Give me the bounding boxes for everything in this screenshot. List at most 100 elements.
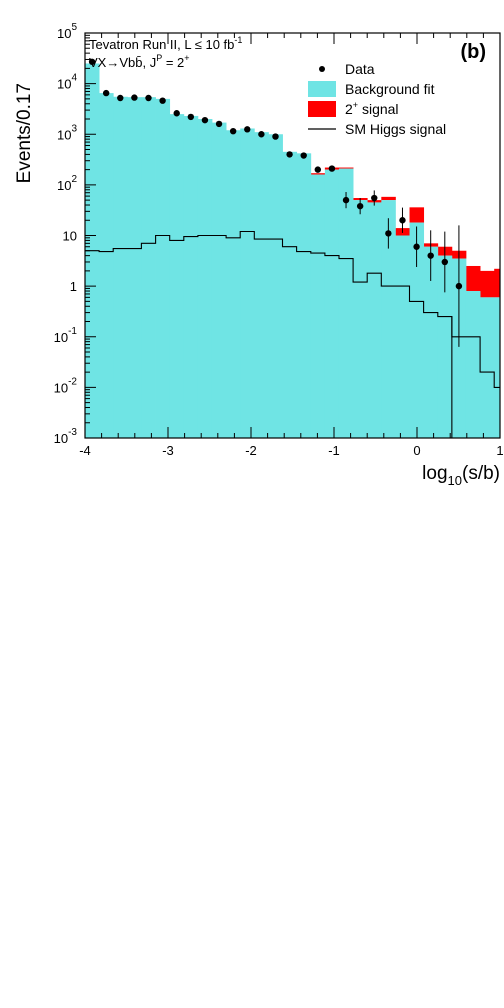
y-tick-label: 103: [57, 123, 77, 142]
data-point: [258, 131, 265, 138]
background-bar: [367, 202, 382, 438]
chart-panel: -4 -3 -2 -1 0 110-310-210-1110102103104105Eve…: [14, 22, 504, 488]
background-bar: [353, 200, 368, 438]
data-point: [455, 282, 463, 290]
info-line-2: VX→Vbb̄, JP = 2+: [89, 53, 190, 70]
x-tick-label: -2: [245, 443, 257, 458]
background-bar: [113, 96, 128, 438]
background-bar: [338, 168, 354, 438]
y-tick-base: 10: [57, 127, 71, 142]
background-bar: [381, 200, 396, 438]
y-tick-label: 10-3: [54, 427, 78, 446]
background-bar: [282, 151, 298, 438]
y-axis-title: Events/0.17: [14, 83, 35, 183]
y-tick-exp: -1: [68, 326, 77, 337]
legend-label-sup: +: [353, 100, 358, 110]
legend-swatch: [308, 101, 336, 117]
background-bar: [494, 297, 500, 438]
data-point: [215, 120, 223, 128]
data-point: [427, 252, 434, 259]
info-line-1-text: Tevatron Run II, L ≤ 10 fb: [89, 37, 234, 52]
y-tick-label: 1: [70, 279, 77, 294]
legend-swatch: [308, 81, 336, 97]
legend-label-tail: signal: [358, 101, 398, 117]
background-bar: [451, 258, 467, 438]
background-bar: [296, 153, 312, 438]
y-tick-base: 10: [63, 229, 77, 244]
background-bar: [226, 130, 241, 438]
background-bar: [437, 255, 453, 438]
data-point: [187, 113, 195, 121]
legend-label: Background fit: [345, 81, 435, 97]
data-point: [145, 94, 152, 102]
y-tick-label: 102: [57, 174, 77, 193]
signal-bar: [409, 207, 425, 223]
background-bar: [423, 246, 439, 438]
background-bar: [480, 297, 495, 438]
y-tick-base: 10: [54, 330, 68, 345]
legend-label-text: Data: [345, 61, 375, 77]
signal-bar: [381, 196, 396, 201]
data-point: [328, 165, 336, 172]
legend-label: Data: [345, 61, 375, 77]
background-bar: [127, 97, 142, 438]
signal-bar: [338, 167, 354, 169]
y-tick-exp: -2: [68, 376, 77, 387]
y-tick-label: 10-1: [54, 326, 78, 345]
data-point: [314, 166, 322, 173]
legend-label-text: 2: [345, 101, 353, 117]
background-bar: [183, 115, 199, 438]
data-point: [201, 116, 209, 124]
panel-label: (b): [460, 41, 486, 63]
data-point: [399, 217, 406, 224]
data-point: [385, 230, 392, 237]
data-point: [88, 58, 96, 65]
background-bar: [211, 122, 227, 438]
background-bar: [268, 134, 283, 438]
y-tick-label: 10-2: [54, 376, 78, 395]
data-point: [131, 94, 138, 101]
data-point: [159, 97, 166, 104]
data-point: [300, 152, 307, 159]
background-bar: [99, 93, 114, 438]
legend-label: 2+ signal: [345, 100, 399, 117]
y-tick-base: 10: [57, 77, 71, 92]
data-point: [117, 94, 124, 102]
data-point: [102, 89, 110, 97]
y-tick-base: 10: [57, 178, 71, 193]
x-axis-title-main: log: [422, 463, 447, 484]
data-point: [371, 194, 378, 202]
y-tick-label: 10: [63, 229, 77, 244]
plot-area: [85, 58, 500, 438]
signal-bar: [480, 270, 495, 298]
y-tick-label: 105: [57, 22, 77, 41]
y-tick-base: 10: [54, 431, 68, 446]
background-bar: [310, 174, 326, 438]
y-tick-base: 10: [57, 26, 71, 41]
info-line-2-sup2: +: [184, 53, 189, 63]
background-bar: [240, 128, 255, 438]
legend-marker-data: [319, 66, 325, 72]
signal-bar: [465, 265, 481, 292]
x-axis-title-sub: 10: [448, 473, 462, 488]
y-tick-exp: 5: [71, 22, 77, 33]
data-point: [342, 196, 350, 204]
data-point: [356, 202, 364, 210]
data-point: [441, 258, 449, 266]
y-tick-label: 104: [57, 73, 77, 92]
legend-label-text: Background fit: [345, 81, 435, 97]
background-bar: [409, 222, 425, 438]
data-point: [244, 126, 251, 133]
background-bar: [254, 132, 269, 438]
info-line-2-prefix: VX→Vbb̄, J: [89, 55, 156, 70]
y-tick-base: 1: [70, 279, 77, 294]
y-tick-exp: -3: [68, 427, 77, 438]
data-point: [229, 127, 237, 135]
signal-bar: [494, 268, 500, 298]
y-tick-exp: 4: [71, 73, 77, 84]
info-line-1: Tevatron Run II, L ≤ 10 fb-1: [89, 35, 242, 52]
sm-higgs-line: [85, 230, 500, 388]
legend-label: SM Higgs signal: [345, 121, 446, 137]
y-tick-exp: 3: [71, 123, 77, 134]
